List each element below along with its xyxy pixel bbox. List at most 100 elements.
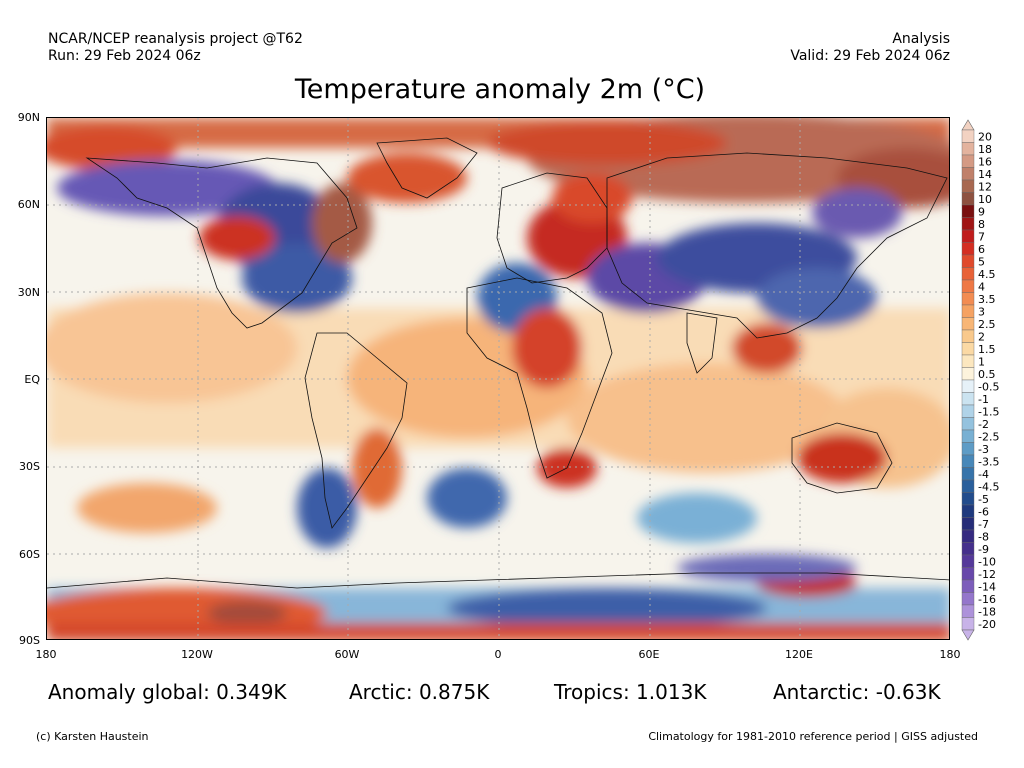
colorbar-swatch <box>961 429 975 443</box>
colorbar-swatch <box>961 167 975 181</box>
colorbar-tick-label: 7 <box>978 230 985 243</box>
colorbar-swatch <box>961 504 975 518</box>
lon-label-60w: 60W <box>334 648 360 661</box>
colorbar-tick-label: -8 <box>978 530 989 543</box>
colorbar-tick-label: 1.5 <box>978 343 996 356</box>
stat-global: Anomaly global: 0.349K <box>48 680 287 704</box>
colorbar-swatch <box>961 492 975 506</box>
stat-arctic: Arctic: 0.875K <box>349 680 490 704</box>
lat-label-60n: 60N <box>17 198 40 211</box>
colorbar-swatch <box>961 204 975 218</box>
colorbar-tick-label: -18 <box>978 605 996 618</box>
colorbar-tick-label: -12 <box>978 568 996 581</box>
colorbar-swatch <box>961 229 975 243</box>
colorbar-swatch <box>961 379 975 393</box>
colorbar-tick-label: -3.5 <box>978 455 999 468</box>
colorbar-swatch <box>961 354 975 368</box>
colorbar-tick-label: -14 <box>978 580 996 593</box>
colorbar-tick-label: 10 <box>978 193 992 206</box>
colorbar-tick-label: 14 <box>978 168 992 181</box>
colorbar-swatch <box>961 129 975 143</box>
lon-label-180e: 180 <box>939 648 961 661</box>
colorbar: 20 18 16 14 12 10 9 8 7 6 5 4.5 4 3.5 3 2.5 2 1.5 1 0.5 -0.5… <box>958 118 1018 643</box>
colorbar-tick-label: 18 <box>978 143 992 156</box>
colorbar-swatch <box>961 142 975 156</box>
colorbar-tick-label: 0.5 <box>978 368 996 381</box>
analysis-label: Analysis <box>892 31 950 47</box>
stat-tropics: Tropics: 1.013K <box>554 680 707 704</box>
colorbar-tick-label: 4 <box>978 280 985 293</box>
colorbar-swatch <box>961 317 975 331</box>
colorbar-swatch <box>961 542 975 556</box>
lat-label-eq: EQ <box>24 373 40 386</box>
colorbar-tick-label: -7 <box>978 518 989 531</box>
lat-label-60s: 60S <box>19 548 40 561</box>
colorbar-tick-label: -1 <box>978 393 989 406</box>
colorbar-tick-label: -16 <box>978 593 996 606</box>
credit-label: (c) Karsten Haustein <box>36 730 149 743</box>
colorbar-tick-label: -0.5 <box>978 380 999 393</box>
colorbar-swatch <box>961 454 975 468</box>
anomaly-field <box>47 118 949 639</box>
colorbar-tick-label: -4 <box>978 468 989 481</box>
colorbar-swatch <box>961 592 975 606</box>
colorbar-tick-label: 2.5 <box>978 318 996 331</box>
reference-note: Climatology for 1981-2010 reference peri… <box>648 730 978 743</box>
lon-label-0: 0 <box>494 648 502 661</box>
colorbar-swatch <box>961 192 975 206</box>
colorbar-tick-label: -2 <box>978 418 989 431</box>
colorbar-tick-label: 5 <box>978 255 985 268</box>
colorbar-swatch <box>961 242 975 256</box>
anomaly-map <box>46 117 950 640</box>
colorbar-swatch <box>961 404 975 418</box>
colorbar-swatch <box>961 579 975 593</box>
lat-label-90s: 90S <box>19 634 40 647</box>
colorbar-tick-label: 3 <box>978 305 985 318</box>
map-title: Temperature anomaly 2m (°C) <box>294 74 706 105</box>
lon-label-60e: 60E <box>638 648 660 661</box>
lon-label-120e: 120E <box>785 648 813 661</box>
colorbar-tick-label: -4.5 <box>978 480 999 493</box>
lon-label-120w: 120W <box>181 648 213 661</box>
colorbar-swatch <box>961 304 975 318</box>
colorbar-swatch <box>961 367 975 381</box>
colorbar-swatch <box>961 154 975 168</box>
colorbar-swatch <box>961 554 975 568</box>
colorbar-swatch <box>961 179 975 193</box>
colorbar-swatch <box>961 217 975 231</box>
colorbar-tick-label: -10 <box>978 555 996 568</box>
colorbar-min-arrow <box>961 629 975 641</box>
colorbar-tick-label: 16 <box>978 155 992 168</box>
colorbar-tick-label: -3 <box>978 443 989 456</box>
colorbar-tick-label: 12 <box>978 180 992 193</box>
colorbar-tick-label: -20 <box>978 618 996 631</box>
colorbar-tick-label: -2.5 <box>978 430 999 443</box>
colorbar-swatch <box>961 292 975 306</box>
colorbar-swatch <box>961 517 975 531</box>
colorbar-tick-label: 8 <box>978 218 985 231</box>
colorbar-swatch <box>961 329 975 343</box>
colorbar-tick-label: 1 <box>978 355 985 368</box>
valid-label: Valid: 29 Feb 2024 06z <box>790 48 950 64</box>
lat-label-30s: 30S <box>19 460 40 473</box>
colorbar-swatch <box>961 279 975 293</box>
colorbar-swatch <box>961 417 975 431</box>
colorbar-tick-label: 4.5 <box>978 268 996 281</box>
colorbar-swatch <box>961 267 975 281</box>
colorbar-tick-label: 20 <box>978 130 992 143</box>
colorbar-swatch <box>961 442 975 456</box>
source-label: NCAR/NCEP reanalysis project @T62 <box>48 31 303 47</box>
colorbar-tick-label: 3.5 <box>978 293 996 306</box>
colorbar-swatch <box>961 392 975 406</box>
colorbar-graphic: 201816141210987654.543.532.521.510.5-0.5… <box>961 119 999 641</box>
run-label: Run: 29 Feb 2024 06z <box>48 48 201 64</box>
colorbar-swatch <box>961 604 975 618</box>
lat-label-90n: 90N <box>17 111 40 124</box>
colorbar-tick-label: -6 <box>978 505 989 518</box>
colorbar-swatch <box>961 617 975 631</box>
colorbar-swatch <box>961 467 975 481</box>
lat-label-30n: 30N <box>17 286 40 299</box>
colorbar-swatch <box>961 254 975 268</box>
colorbar-tick-label: -5 <box>978 493 989 506</box>
colorbar-tick-label: 6 <box>978 243 985 256</box>
